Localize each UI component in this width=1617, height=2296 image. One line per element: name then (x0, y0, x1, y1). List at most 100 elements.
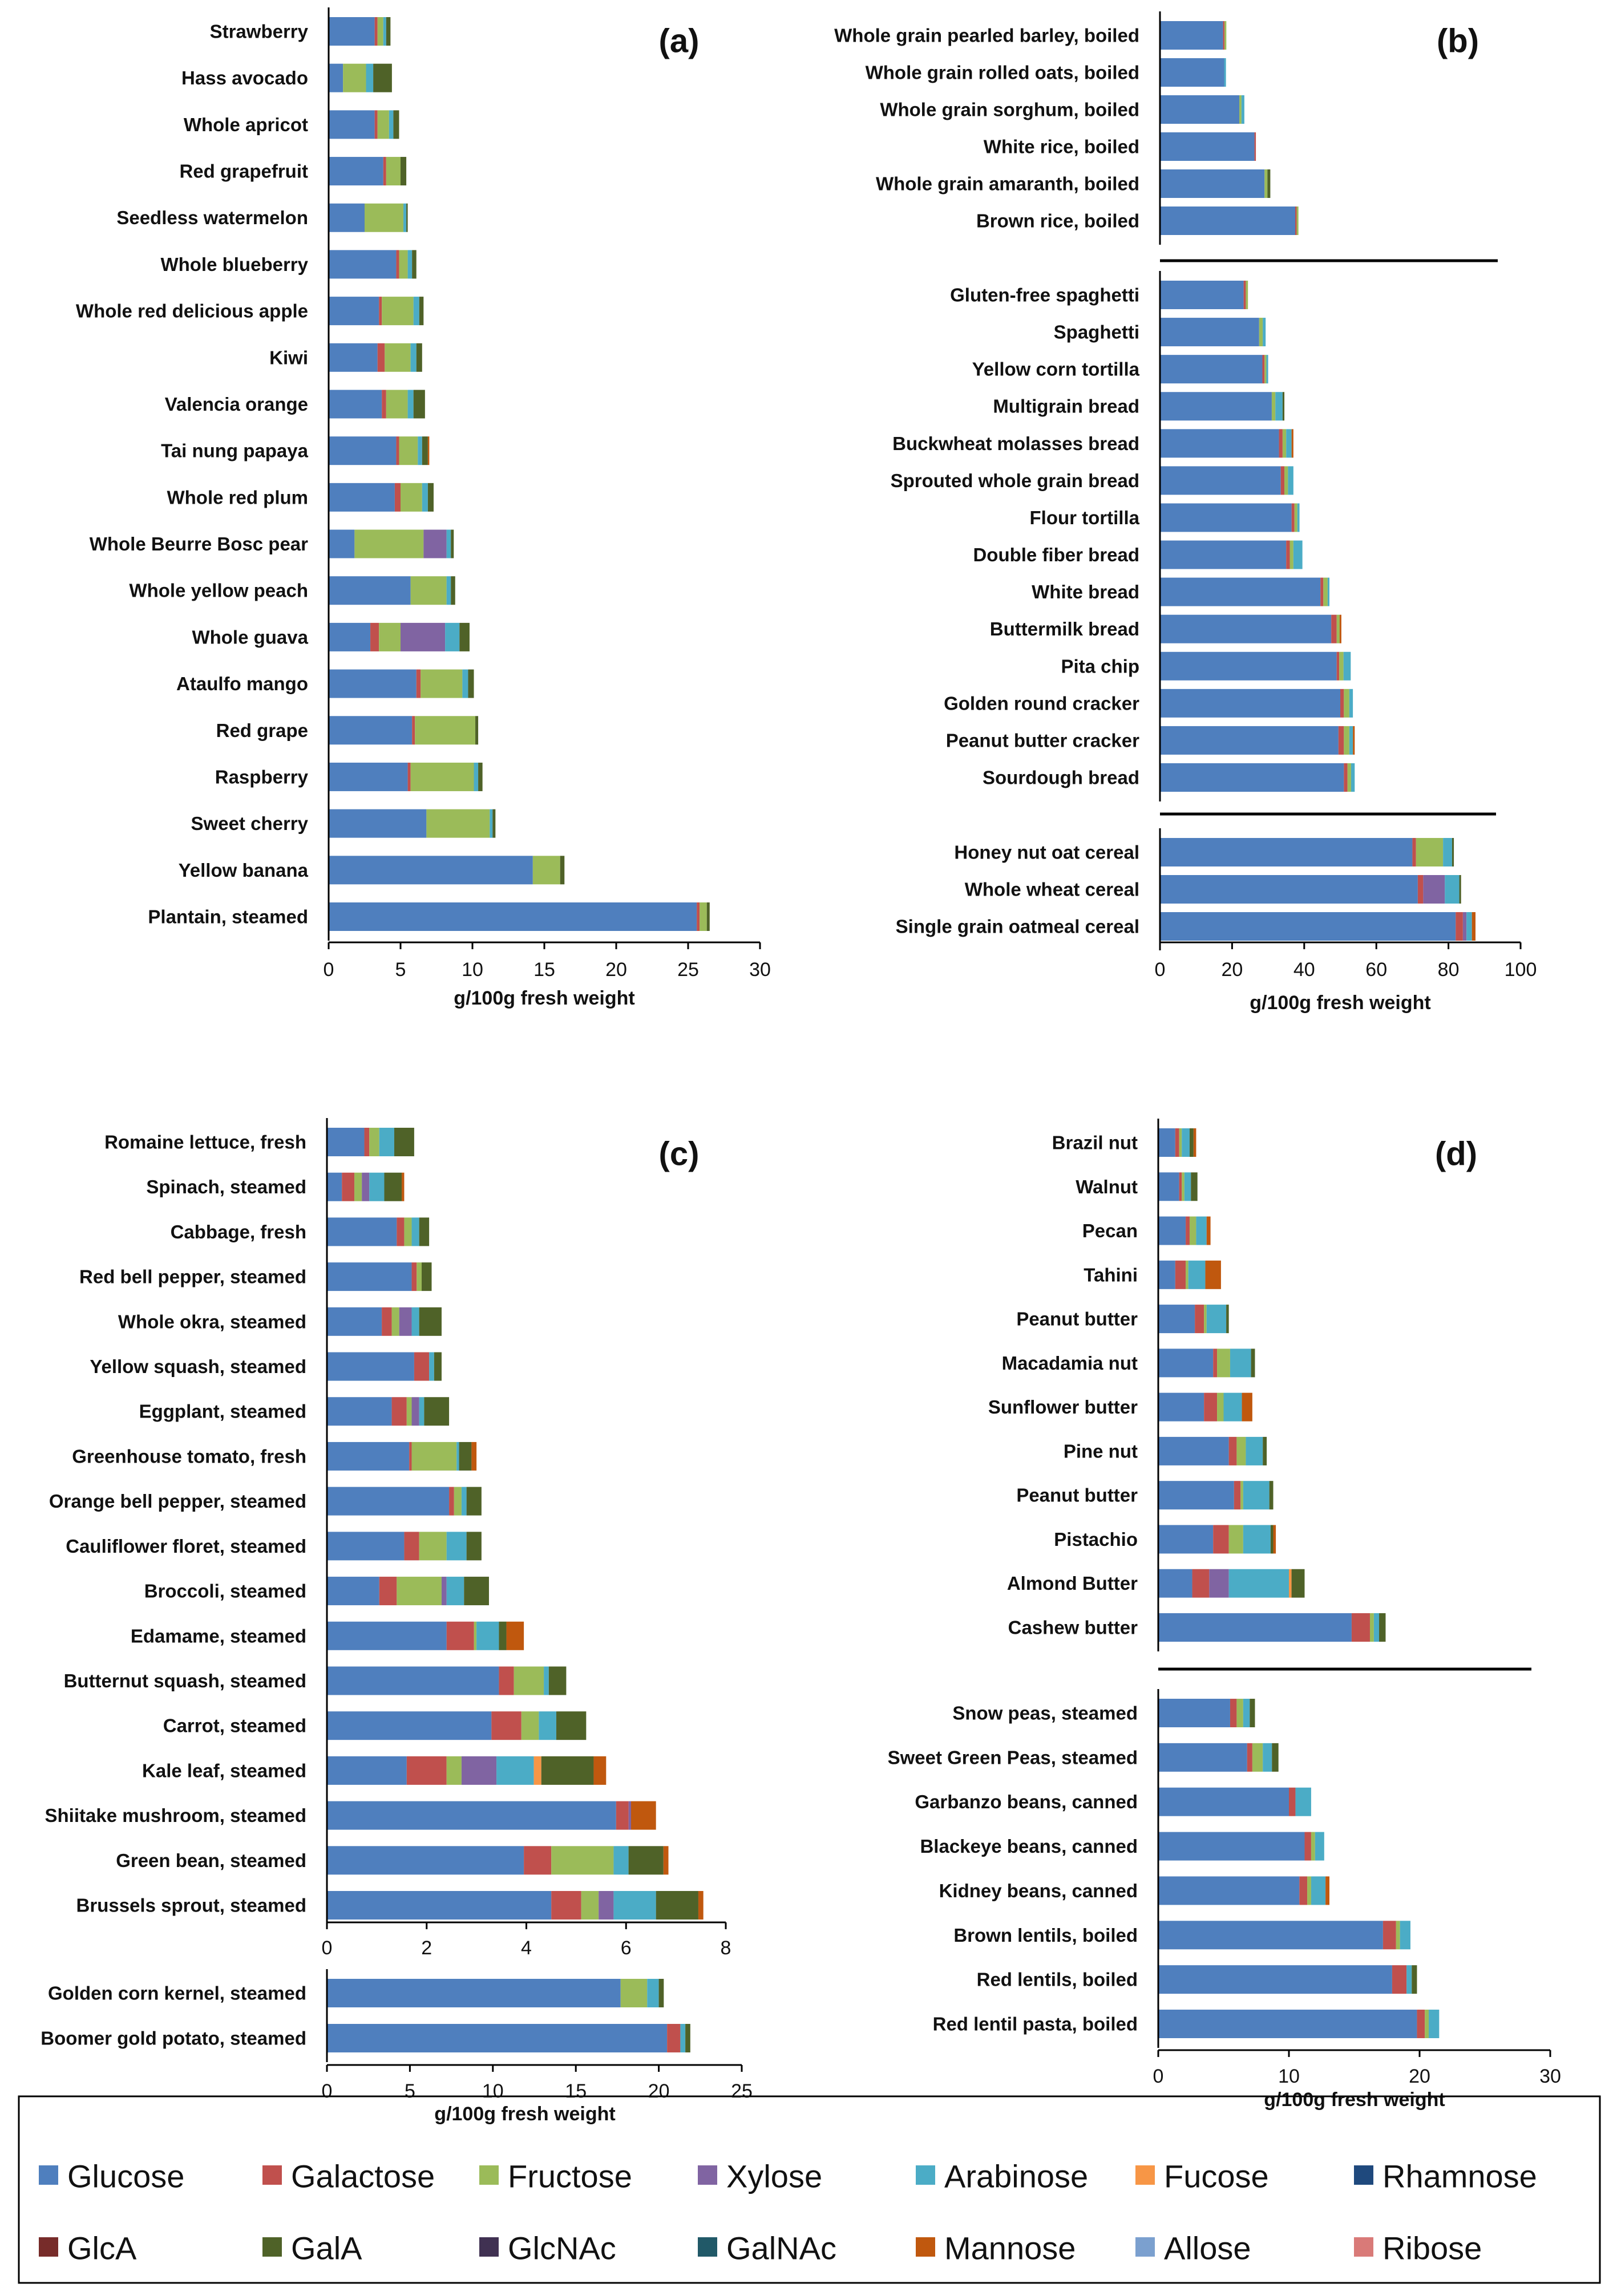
bar-segment-glucose (327, 1172, 342, 1201)
category-label: White rice, boiled (984, 136, 1139, 157)
bar-segment-xylose (399, 1307, 412, 1336)
legend-label: Rhamnose (1382, 2159, 1537, 2194)
bar-segment-gala (401, 157, 407, 186)
category-label: Gluten-free spaghetti (950, 285, 1139, 306)
bar-segment-arabinose (1246, 1436, 1263, 1465)
bar-segment-glucose (329, 483, 395, 512)
bar-segment-xylose (411, 1397, 419, 1426)
bar-segment-glucose (1158, 1436, 1229, 1465)
bar-segment-fructose (377, 17, 383, 46)
bar-segment-arabinose (429, 1352, 434, 1381)
legend-item-glca: GlcA (39, 2230, 137, 2266)
x-tick-label: 20 (648, 2080, 670, 2102)
bar-segment-glucose (1158, 1787, 1289, 1816)
bar-segment-gala (451, 529, 454, 558)
bar-segment-xylose (423, 529, 447, 558)
legend-swatch (262, 2165, 282, 2185)
bar-segment-fructose (1323, 577, 1328, 606)
bar-segment-glucose (329, 390, 382, 419)
legend-label: Allose (1164, 2230, 1251, 2266)
bar-segment-glucose (1158, 1613, 1352, 1642)
bar-segment-gala (416, 343, 422, 372)
bar-segment-arabinose (1293, 540, 1303, 569)
bar-segment-glucose (1158, 1921, 1383, 1950)
bar-segment-glucose (1158, 1128, 1175, 1157)
bar-segment-fructose (417, 1262, 422, 1291)
bar-segment-arabinose (539, 1711, 556, 1740)
category-label: Romaine lettuce, fresh (104, 1132, 306, 1153)
bar-segment-fructose (415, 716, 476, 745)
bar-segment-fructose (1179, 1128, 1182, 1157)
x-tick-label: 5 (395, 959, 406, 981)
category-label: Walnut (1076, 1176, 1138, 1197)
legend-label: Fucose (1164, 2159, 1269, 2194)
bar-segment-fructose (1396, 1921, 1400, 1950)
bar-segment-arabinose (1295, 1787, 1311, 1816)
bar-segment-glucose (327, 1262, 412, 1291)
bar-segment-galactose (1234, 1481, 1241, 1510)
bar-segment-gala (419, 297, 424, 326)
category-label: Cabbage, fresh (171, 1221, 306, 1242)
bar-segment-arabinose (1243, 1525, 1271, 1554)
bar-segment-fructose (410, 576, 447, 605)
bar-segment-glucose (1160, 726, 1339, 755)
bar-segment-fucose (533, 1756, 541, 1785)
bar-segment-glucose (1160, 169, 1265, 198)
bar-segment-mannose (1325, 1876, 1329, 1905)
legend-swatch (1354, 2237, 1373, 2257)
bar-segment-gala (466, 1487, 482, 1516)
bar-segment-fructose (1347, 763, 1351, 792)
bar-segment-galactose (391, 1397, 407, 1426)
legend-swatch (1135, 2237, 1155, 2257)
bar-segment-fructose (1344, 689, 1349, 718)
legend-item-rhamnose: Rhamnose (1354, 2159, 1537, 2194)
x-tick-label: 0 (1153, 2066, 1164, 2087)
bar-segment-glucose (329, 669, 417, 698)
category-label: Kale leaf, steamed (142, 1760, 306, 1781)
bar-segment-glucose (1160, 21, 1223, 50)
bar-segment-fructose (1425, 2010, 1429, 2038)
bar-segment-arabinose (1429, 2010, 1440, 2038)
bar-segment-fructose (1236, 1436, 1246, 1465)
bar-segment-glucose (329, 856, 533, 885)
bar-segment-galactose (382, 1307, 392, 1336)
bar-segment-arabinose (1243, 1699, 1250, 1727)
category-label: Seedless watermelon (116, 207, 308, 228)
bar-segment-arabinose (389, 110, 394, 139)
bar-segment-fructose (369, 1128, 379, 1156)
bar-segment-mannose (1472, 912, 1475, 941)
bar-segment-galactose (1295, 206, 1297, 235)
bar-segment-glucose (1158, 1260, 1175, 1289)
bar-segment-arabinose (1466, 912, 1472, 941)
category-label: Plantain, steamed (148, 906, 308, 928)
category-label: Strawberry (210, 21, 309, 42)
bar-segment-galactose (374, 17, 378, 46)
bar-segment-gala (1191, 1172, 1198, 1201)
bar-segment-arabinose (476, 1621, 499, 1650)
bar-segment-gala (1267, 169, 1271, 198)
bar-segment-glucose (329, 297, 379, 326)
bar-segment-fructose (1240, 1481, 1243, 1510)
bar-segment-arabinose (1182, 1128, 1190, 1157)
legend-swatch (39, 2165, 58, 2185)
bar-segment-fructose (1289, 540, 1293, 569)
bar-segment-galactose (446, 1621, 474, 1650)
category-label: Whole yellow peach (129, 580, 308, 601)
category-label: Golden corn kernel, steamed (48, 1983, 306, 2004)
category-label: Flour tortilla (1030, 507, 1140, 528)
bar-segment-glucose (1158, 2010, 1417, 2038)
x-tick-label: 10 (1278, 2066, 1300, 2087)
bar-segment-galactose (396, 436, 399, 465)
bar-segment-glucose (327, 1577, 379, 1606)
bar-group: Brazil nut Walnut Pecan Tahini Peanut butter… (988, 1119, 1386, 1651)
bar-segment-xylose (362, 1172, 370, 1201)
bar-segment-galactose (370, 622, 379, 651)
category-label: Buckwheat molasses bread (892, 433, 1139, 454)
bar-segment-glucose (327, 1307, 382, 1336)
bar-segment-arabinose (1266, 355, 1268, 384)
bar-segment-galactose (1417, 875, 1424, 904)
legend-label: Glucose (67, 2159, 184, 2194)
bar-segment-fructose (411, 1441, 457, 1471)
bar-segment-mannose (1205, 1260, 1221, 1289)
bar-segment-galactose (1351, 1613, 1370, 1642)
